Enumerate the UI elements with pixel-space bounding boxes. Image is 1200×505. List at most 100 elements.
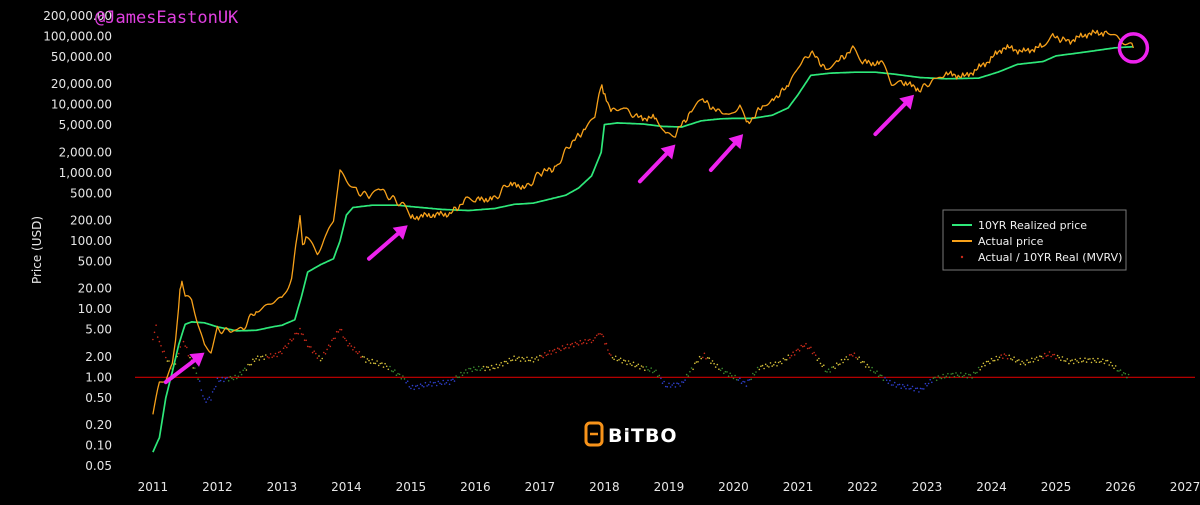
mvrv-point [903, 385, 906, 388]
mvrv-point [573, 345, 575, 348]
mvrv-point [1087, 358, 1089, 361]
mvrv-point [679, 385, 681, 387]
mvrv-point [710, 362, 712, 365]
mvrv-point [402, 375, 404, 377]
mvrv-point [186, 346, 188, 349]
mvrv-point [718, 368, 720, 371]
mvrv-point [673, 382, 675, 385]
mvrv-point [997, 358, 999, 361]
x-tick-label: 2018 [589, 480, 620, 494]
mvrv-point [910, 387, 912, 390]
mvrv-point [845, 356, 848, 358]
mvrv-point [595, 334, 598, 337]
mvrv-point [211, 391, 214, 393]
mvrv-point [644, 369, 646, 372]
mvrv-point [385, 365, 388, 368]
mvrv-point [318, 355, 320, 357]
mvrv-point [447, 379, 449, 382]
mvrv-point [687, 375, 690, 377]
x-tick-label: 2026 [1105, 480, 1136, 494]
mvrv-point [513, 355, 515, 358]
mvrv-point [869, 369, 872, 372]
mvrv-point [1040, 355, 1043, 358]
mvrv-point [650, 367, 652, 369]
mvrv-point [816, 359, 819, 362]
mvrv-point [721, 367, 723, 370]
mvrv-point [410, 387, 412, 390]
mvrv-point [797, 348, 799, 351]
mvrv-point [377, 364, 380, 367]
mvrv-point [1105, 359, 1107, 362]
y-tick-label: 100,000.00 [43, 30, 112, 44]
mvrv-point [332, 337, 335, 340]
mvrv-point [411, 384, 414, 387]
mvrv-point [558, 348, 561, 350]
mvrv-point [408, 386, 411, 388]
author-handle: @JamesEastonUK [95, 8, 239, 28]
mvrv-point [945, 375, 948, 378]
mvrv-point [824, 370, 827, 373]
mvrv-point [223, 380, 225, 383]
legend-label: Actual / 10YR Real (MVRV) [978, 251, 1122, 264]
mvrv-point [227, 380, 230, 382]
mvrv-point [979, 368, 981, 371]
mvrv-point [1103, 362, 1106, 365]
mvrv-point [406, 380, 409, 383]
x-tick-label: 2024 [976, 480, 1007, 494]
mvrv-point [1066, 358, 1069, 360]
mvrv-point [310, 346, 312, 348]
mvrv-point [350, 345, 353, 347]
mvrv-point [323, 351, 325, 354]
mvrv-point [531, 356, 533, 359]
mvrv-point [168, 360, 170, 362]
mvrv-point [1006, 357, 1009, 360]
mvrv-point [669, 386, 672, 388]
mvrv-point [735, 378, 738, 381]
mvrv-point [226, 376, 228, 379]
mvrv-point [1069, 360, 1072, 362]
y-tick-label: 0.05 [85, 459, 112, 473]
mvrv-point [827, 368, 830, 371]
mvrv-point [334, 337, 336, 340]
mvrv-point [831, 366, 833, 369]
mvrv-point [194, 367, 196, 369]
mvrv-point [706, 357, 709, 359]
mvrv-point [676, 382, 678, 385]
mvrv-point [152, 338, 154, 341]
x-tick-label: 2015 [396, 480, 427, 494]
mvrv-point [968, 373, 970, 376]
legend-item-actual-price: Actual price [952, 235, 1044, 248]
mvrv-point [1003, 353, 1006, 355]
mvrv-point [813, 351, 815, 354]
x-axis-ticks: 2011 2012 2013 2014 2015 2016 2017 2018 2019 2020… [138, 480, 1200, 494]
mvrv-point [758, 368, 761, 371]
mvrv-point [932, 377, 935, 379]
mvrv-point [629, 363, 631, 365]
mvrv-point [976, 371, 978, 374]
mvrv-point [626, 363, 628, 366]
mvrv-point [361, 355, 364, 358]
mvrv-point [753, 374, 756, 376]
mvrv-point [394, 369, 396, 371]
mvrv-point [1090, 361, 1093, 364]
mvrv-point [247, 363, 249, 366]
mvrv-point [897, 384, 899, 386]
mvrv-point [856, 358, 859, 360]
y-tick-label: 10.00 [78, 302, 112, 316]
mvrv-point [160, 345, 162, 347]
x-tick-label: 2023 [912, 480, 943, 494]
mvrv-point [943, 376, 946, 379]
mvrv-point [607, 349, 609, 351]
mvrv-point [731, 375, 733, 377]
mvrv-point [192, 367, 194, 369]
mvrv-point [914, 387, 917, 390]
mvrv-point [250, 363, 253, 366]
mvrv-point [1106, 359, 1109, 362]
mvrv-point [729, 372, 731, 375]
mvrv-point [1124, 372, 1127, 375]
mvrv-point [166, 360, 169, 362]
mvrv-point [621, 362, 623, 364]
mvrv-point [189, 356, 191, 359]
mvrv-point [1000, 354, 1002, 356]
mvrv-point [561, 345, 564, 347]
